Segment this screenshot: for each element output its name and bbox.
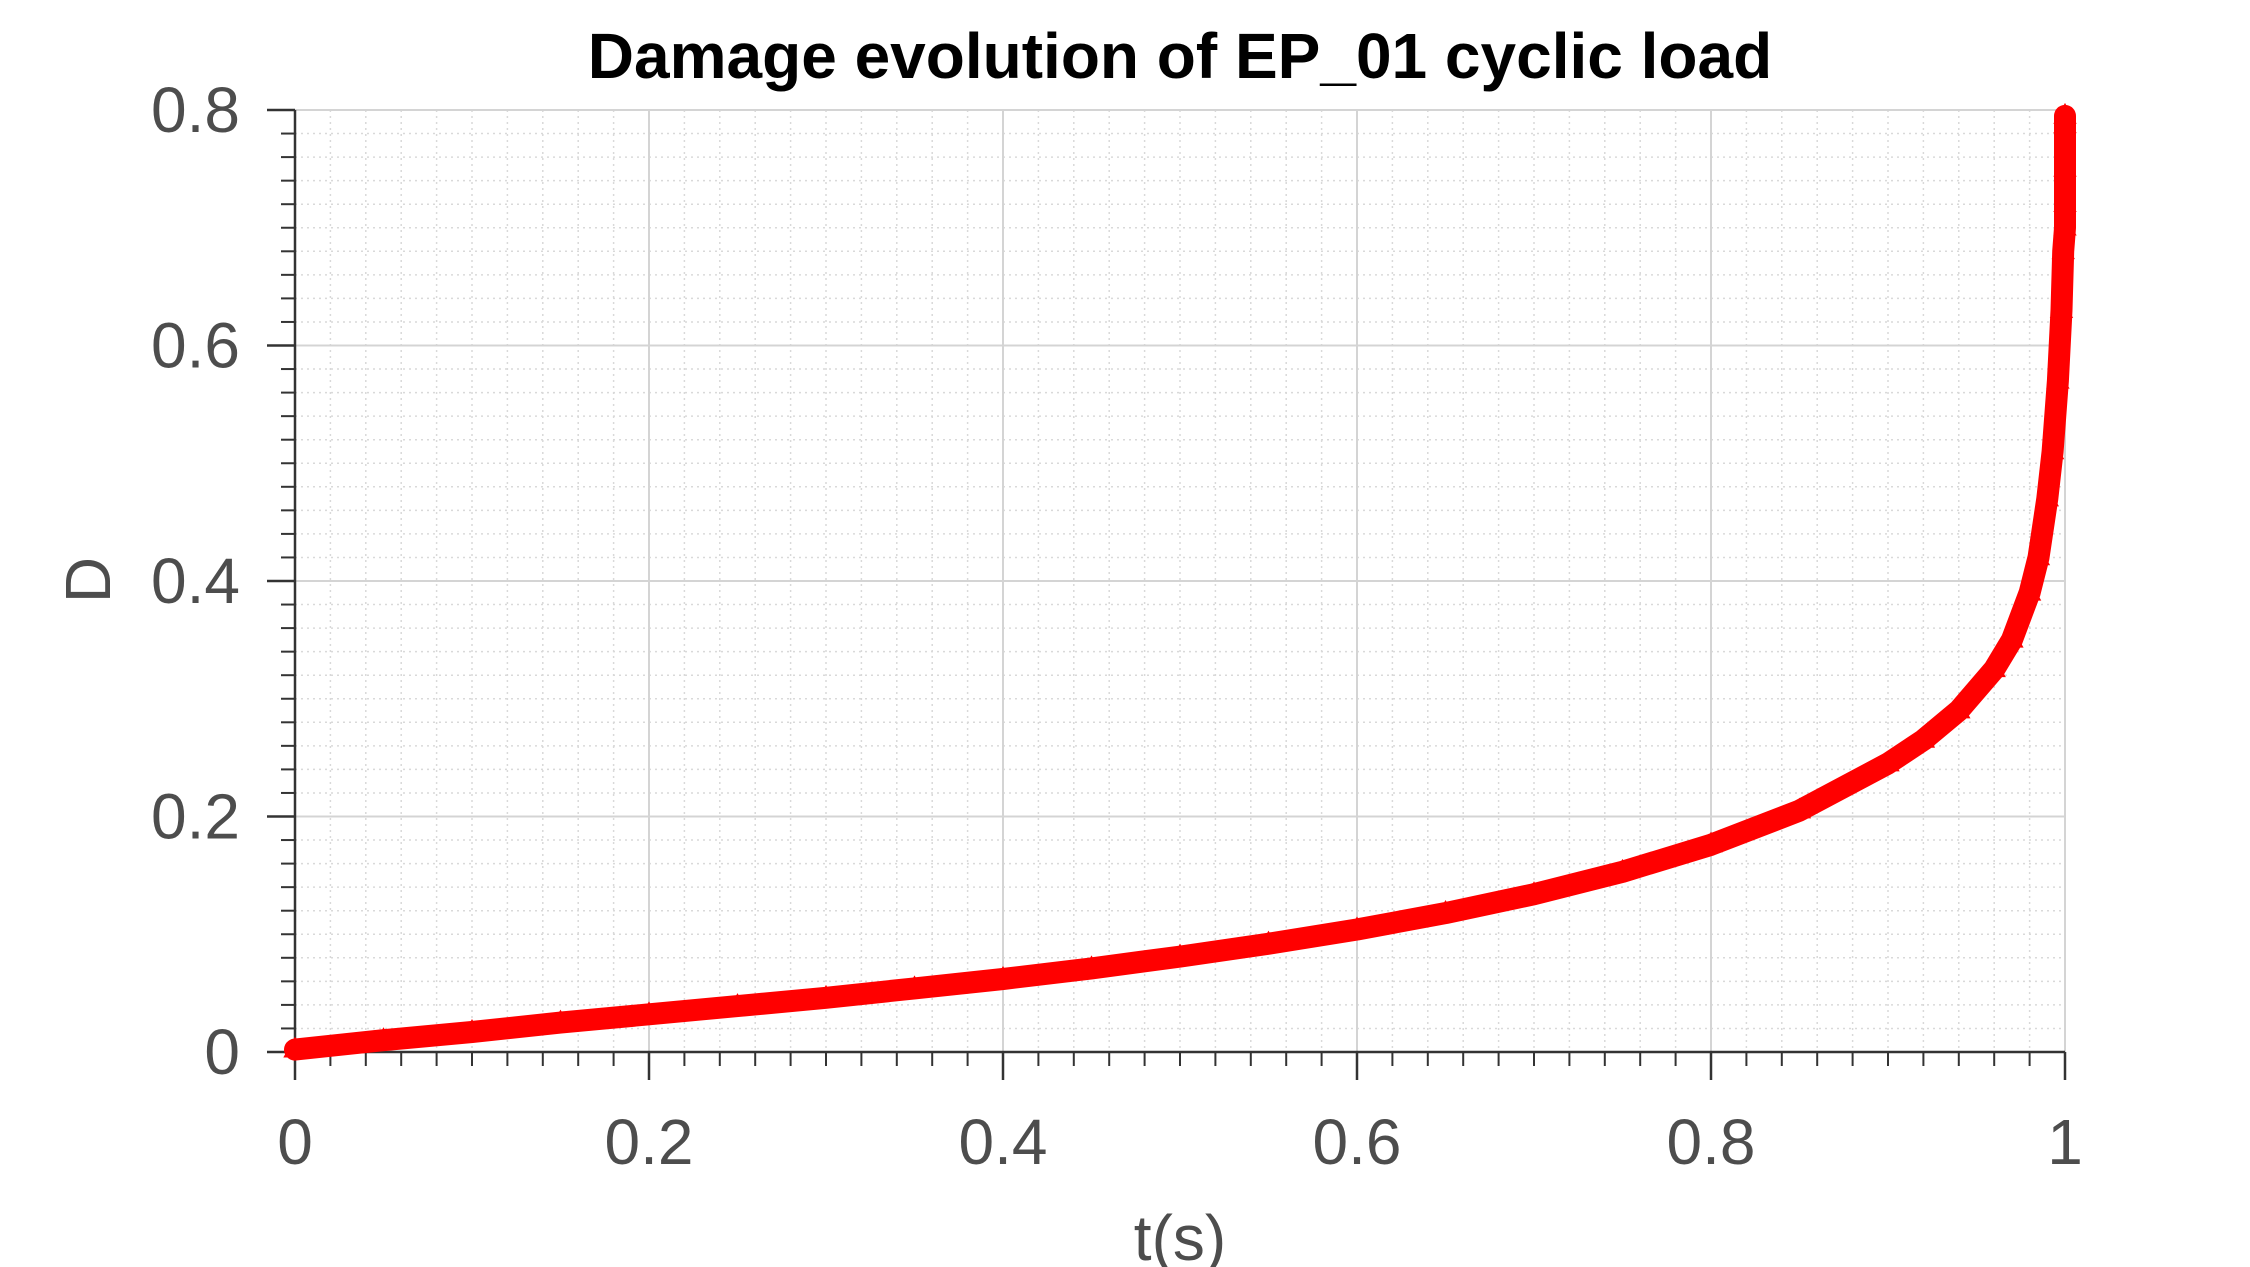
data-point: [1876, 750, 1900, 772]
y-tick-label: 0: [204, 1016, 240, 1088]
data-point: [1911, 726, 1936, 748]
data-point: [460, 1018, 484, 1040]
x-tick-label: 0.8: [1667, 1106, 1756, 1178]
data-point: [991, 965, 1015, 987]
x-tick-label: 0.4: [959, 1106, 1048, 1178]
x-tick-label: 0: [277, 1106, 313, 1178]
y-tick-label: 0.4: [151, 545, 240, 617]
data-point: [371, 1027, 396, 1049]
data-point: [1982, 656, 2006, 678]
chart-title: Damage evolution of EP_01 cyclic load: [588, 20, 1772, 92]
x-tick-label: 0.6: [1313, 1106, 1402, 1178]
data-point: [1610, 858, 1635, 880]
data-point: [1345, 916, 1369, 938]
data-point: [2051, 238, 2075, 260]
data-point: [1168, 943, 1192, 965]
x-axis-label: t(s): [1134, 1202, 1226, 1267]
grid-layer: [294, 109, 2066, 1053]
data-point: [637, 1001, 661, 1023]
data-point: [1433, 900, 1458, 921]
label-layer: Damage evolution of EP_01 cyclic load t(…: [52, 20, 2083, 1267]
data-point: [725, 993, 750, 1014]
data-point: [283, 1036, 307, 1058]
data-point: [1256, 930, 1281, 952]
data-point: [2053, 191, 2077, 212]
x-tick-label: 1: [2047, 1106, 2083, 1178]
data-point: [2053, 155, 2077, 177]
data-point: [2046, 367, 2070, 389]
y-tick-label: 0.6: [151, 310, 240, 382]
data-point: [2017, 579, 2042, 601]
y-axis-label: D: [52, 557, 124, 603]
data-point: [1787, 797, 1812, 819]
data-point: [2049, 297, 2074, 318]
data-point: [902, 975, 927, 997]
data-layer: [283, 102, 2077, 1061]
data-point: [2040, 438, 2065, 460]
y-tick-label: 0.8: [151, 74, 240, 146]
data-point: [1079, 955, 1104, 977]
data-point: [2053, 102, 2077, 124]
y-tick-label: 0.2: [151, 781, 240, 853]
data-point: [548, 1009, 573, 1031]
data-point: [2000, 626, 2024, 648]
data-point: [2053, 214, 2077, 236]
data-point: [1947, 697, 1971, 719]
axis-layer: [267, 108, 2067, 1080]
data-point: [814, 984, 838, 1006]
data-point: [2026, 544, 2051, 566]
data-point: [2035, 485, 2059, 507]
data-point: [1699, 831, 1723, 853]
data-point: [1522, 881, 1546, 903]
x-tick-label: 0.2: [605, 1106, 694, 1178]
